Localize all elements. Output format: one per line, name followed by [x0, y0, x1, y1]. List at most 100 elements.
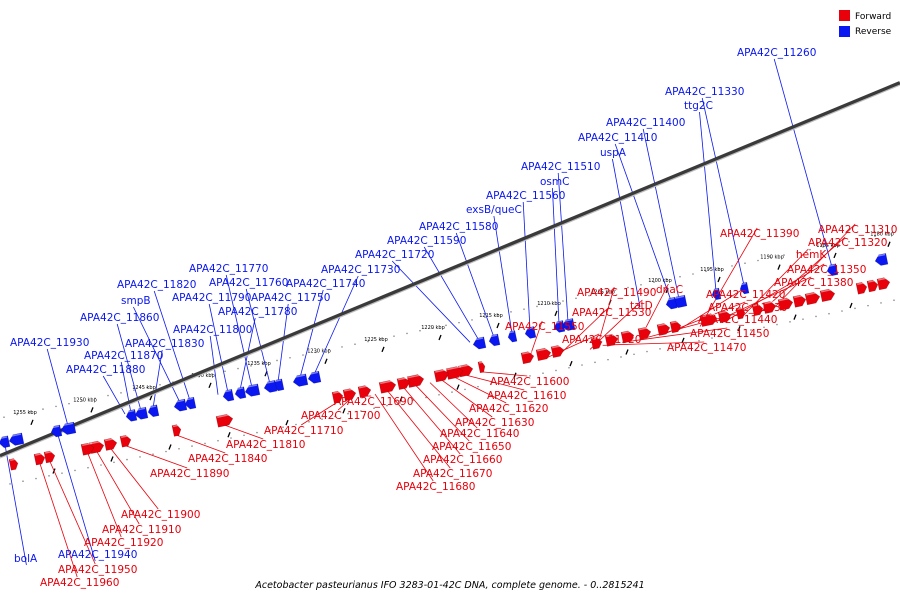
gene-label: APA42C_11870 — [84, 350, 163, 362]
gene-label: APA42C_11550 — [505, 321, 584, 333]
gene-label: APA42C_11440 — [698, 314, 777, 326]
gene-label: APA42C_11330 — [665, 86, 744, 98]
forward-gene — [699, 313, 718, 327]
reverse-gene — [472, 336, 487, 350]
forward-gene — [433, 368, 450, 383]
gene-label: APA42C_11740 — [286, 278, 365, 290]
gene-label: APA42C_11950 — [58, 564, 137, 576]
gene-label: APA42C_11940 — [58, 549, 137, 561]
gene-label: APA42C_11860 — [80, 312, 159, 324]
reverse-gene — [8, 432, 25, 446]
forward-gene — [535, 347, 552, 362]
gene-label: smpB — [121, 295, 151, 307]
gene-label: APA42C_11810 — [226, 439, 305, 451]
reverse-gene — [134, 406, 149, 420]
gene-label: APA42C_11470 — [667, 342, 746, 354]
gene-label: APA42C_11720 — [355, 249, 434, 261]
forward-gene — [804, 291, 821, 306]
scale-tick-label: 1240 kbp — [191, 373, 215, 379]
reverse-gene — [222, 388, 235, 402]
forward-gene — [520, 351, 535, 365]
forward-gene — [620, 330, 635, 344]
scale-tick-label: 1250 kbp — [73, 397, 97, 403]
reverse-gene — [263, 379, 278, 393]
gene-label: APA42C_11910 — [102, 524, 181, 536]
scale-tick-mark — [438, 334, 442, 341]
forward-gene — [88, 440, 105, 454]
reverse-gene — [739, 281, 750, 295]
forward-gene — [819, 288, 836, 303]
gene-label: APA42C_11640 — [440, 428, 519, 440]
genome-caption: Acetobacter pasteurianus IFO 3283-01-42C… — [254, 580, 644, 591]
scale-ticks: 1180 kbp 1185 kbp 1190 kbp 1195 kbp 1200 kbp… — [13, 232, 894, 474]
forward-gene — [590, 336, 603, 350]
gene-label: APA42C_11880 — [66, 364, 145, 376]
gene-label: exsB/queC — [466, 204, 522, 216]
reverse-gene — [507, 330, 518, 343]
forward-gene — [331, 390, 344, 404]
forward-gene — [378, 379, 397, 394]
gene-label: APA42C_11920 — [84, 537, 163, 549]
scale-tick-label: 1210 kbp — [537, 301, 561, 307]
genome-backbone — [0, 81, 900, 459]
gene-label: APA42C_11400 — [606, 117, 685, 129]
gene-label: APA42C_11260 — [737, 47, 816, 59]
legend-reverse-swatch — [839, 26, 850, 37]
reverse-gene — [553, 320, 566, 333]
gene-label: osmC — [540, 176, 569, 188]
gene-label: APA42C_11600 — [490, 376, 569, 388]
reverse-gene — [711, 287, 722, 301]
reverse-gene — [561, 318, 576, 331]
reverse-gene — [244, 383, 261, 397]
legend: Forward Reverse — [839, 10, 892, 37]
gene-label: APA42C_11840 — [188, 453, 267, 465]
forward-gene — [637, 326, 652, 340]
forward-gene — [8, 458, 19, 471]
gene-label: APA42C_11660 — [423, 454, 502, 466]
reverse-gene — [234, 386, 247, 399]
gene-label: ttg2C — [684, 100, 713, 112]
scale-tick-label: 1245 kbp — [132, 385, 156, 391]
gene-label: APA42C_11930 — [10, 337, 89, 349]
gene-label: APA42C_11790 — [172, 292, 251, 304]
gene-label: APA42C_11490 — [577, 287, 656, 299]
reverse-gene — [665, 296, 678, 310]
scale-tick-mark — [90, 407, 94, 413]
reverse-gene — [524, 326, 537, 339]
reverse-gene — [0, 435, 11, 449]
gene-label: dnaC — [656, 284, 683, 296]
forward-gene — [43, 450, 56, 464]
reverse-gene — [826, 263, 839, 276]
gene-label: APA42C_11960 — [40, 577, 119, 589]
legend-forward-label: Forward — [855, 12, 891, 22]
gene-label: APA42C_11560 — [486, 190, 565, 202]
scale-tick-label: 1230 kbp — [307, 349, 331, 355]
reverse-gene — [874, 253, 889, 266]
gene-label: APA42C_11780 — [218, 306, 297, 318]
gene-label: APA42C_11450 — [690, 328, 769, 340]
scale-tick-mark — [30, 419, 34, 426]
gene-label: tatD — [630, 300, 653, 312]
gene-labels: APA42C_11260 APA42C_11330 ttg2C APA42C_1140… — [10, 47, 897, 589]
gene-label: APA42C_11890 — [150, 468, 229, 480]
reverse-gene — [60, 421, 77, 435]
forward-gene — [876, 277, 891, 291]
gene-label: APA42C_11680 — [396, 481, 475, 493]
forward-gene — [855, 281, 868, 295]
scale-tick-mark — [777, 264, 781, 270]
gene-label: APA42C_11770 — [189, 263, 268, 275]
gene-arrows — [0, 253, 891, 471]
scale-tick-label: 1205 kbp — [591, 290, 615, 296]
gene-label: APA42C_11420 — [706, 289, 785, 301]
forward-gene — [477, 361, 486, 374]
scale-tick-mark — [149, 394, 153, 401]
reverse-gene — [488, 333, 501, 347]
forward-gene — [103, 437, 118, 451]
gene-label: APA42C_11380 — [774, 277, 853, 289]
gene-label: APA42C_11390 — [720, 228, 799, 240]
forward-gene — [550, 344, 565, 358]
gene-label: uspA — [600, 147, 627, 159]
scale-tick-label: 1180 kbp — [870, 232, 894, 238]
reverse-gene — [184, 396, 197, 410]
